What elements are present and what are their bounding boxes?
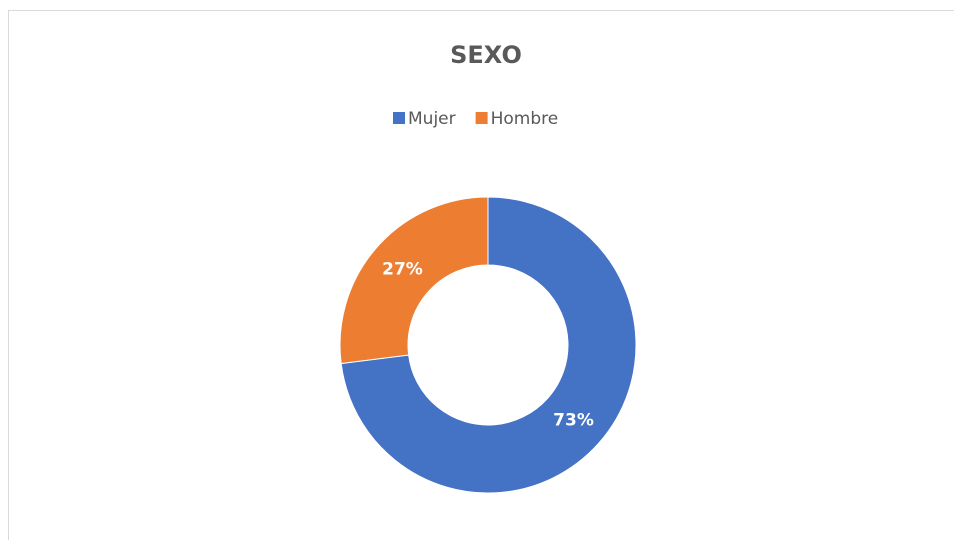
donut-segment [340, 196, 637, 494]
legend-swatch [393, 112, 405, 124]
chart-title: SEXO [450, 41, 522, 69]
legend-label: Mujer [408, 109, 456, 129]
data-label: 27% [382, 260, 423, 280]
legend-label: Hombre [491, 109, 559, 129]
data-label: 73% [553, 410, 594, 430]
donut-segment [339, 196, 489, 365]
legend-swatch [475, 112, 488, 124]
